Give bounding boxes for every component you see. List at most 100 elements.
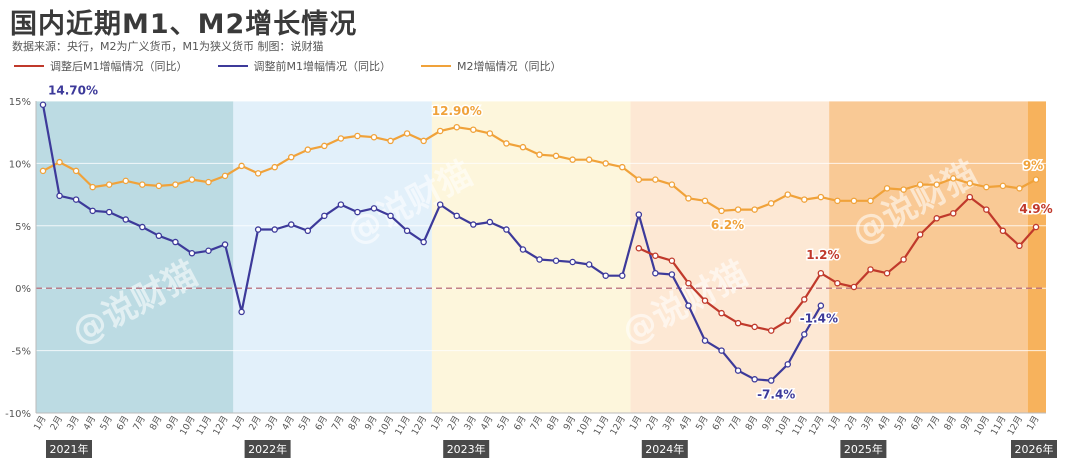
- data-point: [155, 232, 163, 240]
- year-band: [233, 101, 432, 413]
- data-point: [1032, 176, 1040, 183]
- data-point: [602, 272, 609, 279]
- x-tick-label: 6月: [710, 414, 727, 432]
- data-point: [221, 241, 229, 248]
- x-tick-label: 9月: [561, 414, 578, 432]
- data-label: -7.4%: [757, 388, 795, 402]
- data-point: [1016, 242, 1023, 250]
- data-point: [552, 257, 560, 264]
- x-tick-label: 12月: [211, 414, 231, 437]
- data-point: [635, 176, 643, 183]
- data-point: [685, 302, 692, 309]
- year-band: [1027, 101, 1046, 413]
- year-label-bg: [443, 440, 490, 458]
- data-point: [519, 246, 527, 253]
- data-point: [950, 175, 957, 182]
- year-label: 2024年: [645, 442, 684, 456]
- legend-label-m2: M2增幅情况（同比）: [457, 60, 562, 73]
- x-tick-label: 3月: [661, 414, 678, 432]
- y-tick-label: -10%: [5, 409, 31, 420]
- data-point: [370, 205, 378, 212]
- year-band: [829, 101, 1028, 413]
- x-tick-label: 8月: [545, 414, 562, 432]
- x-tick-label: 11月: [790, 414, 810, 437]
- x-tick-label: 6月: [512, 414, 529, 432]
- data-point: [304, 227, 312, 235]
- x-tick-label: 5月: [297, 414, 314, 432]
- x-tick-label: 12月: [1005, 414, 1025, 437]
- data-point: [900, 256, 907, 263]
- data-point: [337, 135, 345, 142]
- data-point: [652, 269, 659, 277]
- x-tick-label: 10月: [972, 414, 992, 437]
- year-label: 2026年: [1015, 442, 1054, 456]
- data-point: [734, 367, 742, 374]
- x-tick-label: 4月: [876, 414, 893, 432]
- x-tick-label: 5月: [98, 414, 115, 432]
- data-point: [668, 257, 676, 264]
- year-band: [431, 101, 631, 413]
- legend-swatch-m2: [421, 65, 451, 67]
- data-point: [387, 137, 394, 145]
- data-point: [701, 337, 709, 344]
- x-tick-label: 7月: [727, 414, 744, 432]
- data-point: [254, 170, 262, 177]
- data-point: [668, 181, 676, 188]
- x-tick-label: 7月: [131, 414, 148, 432]
- x-tick-label: 2月: [644, 414, 661, 432]
- x-tick-label: 11月: [194, 414, 214, 437]
- x-tick-label: 11月: [393, 414, 413, 437]
- x-tick-label: 11月: [989, 414, 1009, 437]
- x-tick-label: 4月: [677, 414, 694, 432]
- data-point: [784, 191, 792, 198]
- data-point: [801, 196, 808, 203]
- data-point: [453, 212, 460, 220]
- data-point: [139, 181, 146, 188]
- data-point: [817, 302, 825, 309]
- data-point: [436, 201, 444, 208]
- x-tick-label: 3月: [462, 414, 479, 432]
- data-point: [155, 182, 163, 190]
- data-point: [221, 172, 229, 180]
- x-tick-label: 1月: [628, 414, 645, 432]
- data-point: [122, 216, 130, 223]
- data-point: [436, 127, 444, 135]
- x-tick-label: 4月: [280, 414, 297, 432]
- x-tick-label: 2月: [247, 414, 264, 432]
- x-tick-label: 12月: [409, 414, 429, 437]
- data-point: [569, 156, 576, 163]
- x-tick-label: 12月: [807, 414, 827, 437]
- legend-label-m1-before: 调整前M1增幅情况（同比）: [253, 60, 392, 73]
- data-point: [370, 133, 378, 141]
- data-point: [569, 258, 576, 266]
- x-tick-label: 10月: [178, 414, 198, 437]
- x-tick-label: 1月: [1025, 414, 1042, 432]
- data-label: 9%: [1023, 159, 1043, 173]
- legend: 调整后M1增幅情况（同比） 调整前M1增幅情况（同比） M2增幅情况（同比）: [14, 58, 562, 74]
- data-point: [503, 226, 510, 233]
- data-point: [254, 226, 262, 233]
- data-point: [850, 283, 858, 291]
- x-tick-label: 1月: [429, 414, 446, 432]
- data-point: [933, 181, 940, 188]
- data-point: [238, 308, 245, 316]
- y-tick-label: 0%: [15, 284, 31, 295]
- x-tick-label: 3月: [65, 414, 82, 432]
- data-point: [39, 167, 47, 175]
- data-point: [585, 156, 593, 163]
- data-point: [56, 192, 63, 200]
- x-tick-label: 10月: [774, 414, 794, 437]
- data-point: [701, 297, 709, 304]
- data-point: [801, 296, 808, 303]
- legend-swatch-m1-after: [14, 65, 44, 67]
- legend-swatch-m1-before: [217, 65, 248, 67]
- data-point: [287, 153, 295, 161]
- year-label-bg: [244, 440, 291, 458]
- data-point: [900, 186, 907, 193]
- data-point: [403, 130, 411, 137]
- chart-subtitle: 数据来源：央行，M2为广义货币，M1为狭义货币 制图：说财猫: [12, 40, 324, 53]
- data-point: [486, 130, 494, 137]
- data-point: [801, 331, 808, 338]
- data-label: 6.2%: [711, 218, 744, 232]
- x-tick-label: 5月: [495, 414, 512, 432]
